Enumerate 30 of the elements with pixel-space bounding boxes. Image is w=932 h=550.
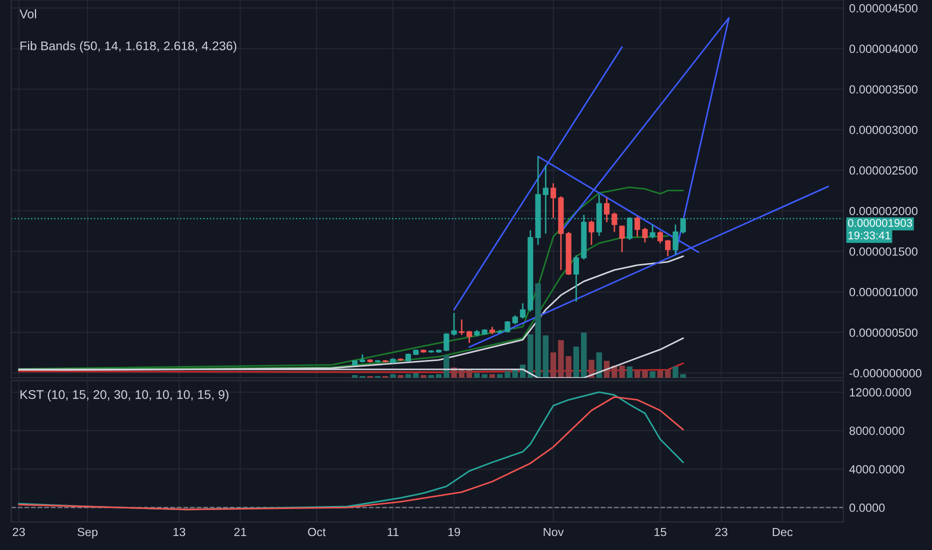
y-tick-label: 12000.0000 — [850, 388, 911, 397]
x-tick-label: Dec — [772, 528, 793, 536]
x-tick-label: 21 — [234, 528, 246, 536]
chart-title: Vol — [20, 9, 36, 18]
y-tick-label: 0.000001000 — [849, 288, 918, 296]
x-tick-label: Nov — [544, 528, 564, 536]
text: 19:33:41 — [848, 231, 890, 240]
ref-line-label: 0.000001903 — [848, 218, 912, 227]
y-tick-label: 0.000001500 — [849, 247, 918, 256]
y-tick-label: 4000.0000 — [849, 465, 904, 474]
x-tick-label: Sep — [78, 528, 98, 539]
text: KST (10, 15, 20, 30, 10, 10, 10, 15, 9) — [20, 390, 228, 402]
y-tick-label: 0.000004500 — [849, 4, 918, 12]
y-tick-label: -0.000000000 — [850, 369, 922, 378]
y-tick-label: 0.000002000 — [849, 206, 918, 216]
x-tick-label: 23 — [12, 528, 25, 536]
x-tick-label: 15 — [654, 528, 666, 536]
y-tick-label: 0.000003500 — [849, 85, 918, 94]
y-tick-label: 0.0000 — [849, 504, 885, 512]
x-tick-label: 23 — [715, 528, 728, 536]
y-tick-label: 0.000003000 — [849, 126, 918, 134]
y-tick-label: 8000.0000 — [850, 426, 904, 435]
x-tick-label: 13 — [174, 528, 186, 536]
text: Fib Bands (50, 14, 1.618, 2.618, 4.236) — [20, 41, 236, 53]
x-tick-label: 11 — [388, 528, 399, 536]
y-tick-label: 0.000000500 — [849, 328, 918, 337]
y-tick-label: 0.000002500 — [849, 166, 918, 175]
x-tick-label: Oct — [308, 528, 326, 536]
y-tick-label: 0.000004000 — [849, 44, 918, 54]
x-tick-label: 19 — [448, 528, 460, 536]
